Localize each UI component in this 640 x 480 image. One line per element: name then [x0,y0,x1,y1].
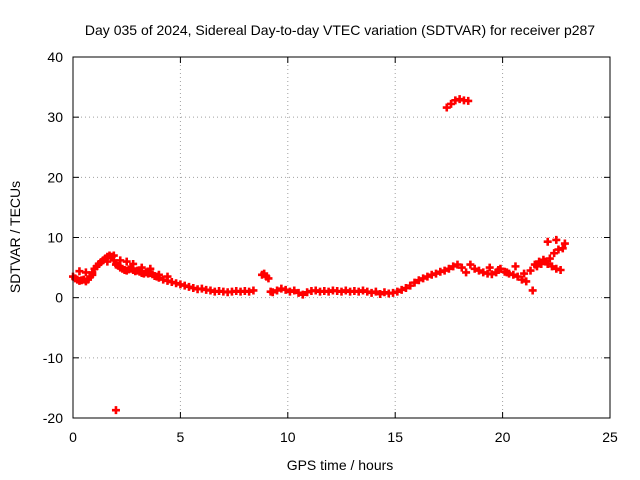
data-point [397,285,406,294]
data-point [552,235,561,244]
data-point [449,262,458,271]
data-point [502,268,511,277]
data-points [69,95,569,415]
data-point [249,286,258,295]
data-point [294,288,303,297]
data-point [532,262,541,271]
x-tick-label: 10 [280,429,296,445]
data-point [511,262,520,271]
data-point [290,286,299,295]
data-point [517,275,526,284]
data-point [109,251,118,260]
y-tick-label: -10 [43,350,63,366]
data-point [88,270,97,279]
x-tick-label: 15 [387,429,403,445]
data-point [268,288,277,297]
data-point [81,268,90,277]
data-point [129,259,138,268]
data-point [464,96,473,105]
data-point [453,260,462,269]
data-point [414,276,423,285]
data-point [376,290,385,299]
x-tick-label: 20 [495,429,511,445]
data-point [298,290,307,299]
data-point [537,259,546,268]
data-point [401,284,410,293]
data-point [137,263,146,272]
data-point [513,272,522,281]
data-point [371,287,380,296]
data-point [393,287,402,296]
chart-title: Day 035 of 2024, Sidereal Day-to-day VTE… [85,22,595,38]
data-point [442,103,451,112]
data-point [466,260,475,269]
x-tick-label: 0 [69,429,77,445]
grid-lines [73,57,610,418]
data-point [410,278,419,287]
data-point [509,270,518,279]
data-point [122,257,131,266]
data-point [447,99,456,108]
data-point [494,265,503,274]
data-point [154,270,163,279]
data-point [543,237,552,246]
data-point [103,257,112,266]
data-point [406,281,415,290]
data-point [462,268,471,277]
data-point [146,264,155,273]
y-tick-label: 0 [55,290,63,306]
data-point [528,286,537,295]
data-point [545,254,554,263]
data-point [487,270,496,279]
y-tick-label: 40 [47,49,63,65]
data-point [111,406,120,415]
data-point [264,274,273,283]
y-tick-label: -20 [43,410,63,426]
data-point [474,266,483,275]
data-point [281,285,290,294]
x-tick-label: 5 [177,429,185,445]
y-tick-label: 30 [47,109,63,125]
data-point [560,239,569,248]
data-point [526,266,535,275]
x-axis-label: GPS time / hours [287,457,394,473]
data-point [548,262,557,271]
data-point [556,265,565,274]
data-point [522,277,531,286]
data-point [485,263,494,272]
data-point [444,264,453,273]
y-tick-label: 10 [47,230,63,246]
y-tick-label: 20 [47,169,63,185]
data-point [457,263,466,272]
data-point [558,244,567,253]
data-point [423,272,432,281]
x-tick-label: 25 [602,429,618,445]
data-point [470,264,479,273]
data-point [419,274,428,283]
data-point [440,266,449,275]
y-axis-ticks: -20 -10 0 10 20 30 40 [43,49,610,426]
data-point [550,249,559,258]
y-axis-label: SDTVAR / TECUs [7,181,23,293]
data-point [273,286,282,295]
data-point [520,269,529,278]
data-point [163,272,172,281]
data-point [432,269,441,278]
data-point [541,257,550,266]
x-axis-ticks: 0 5 10 15 20 25 [69,57,618,445]
